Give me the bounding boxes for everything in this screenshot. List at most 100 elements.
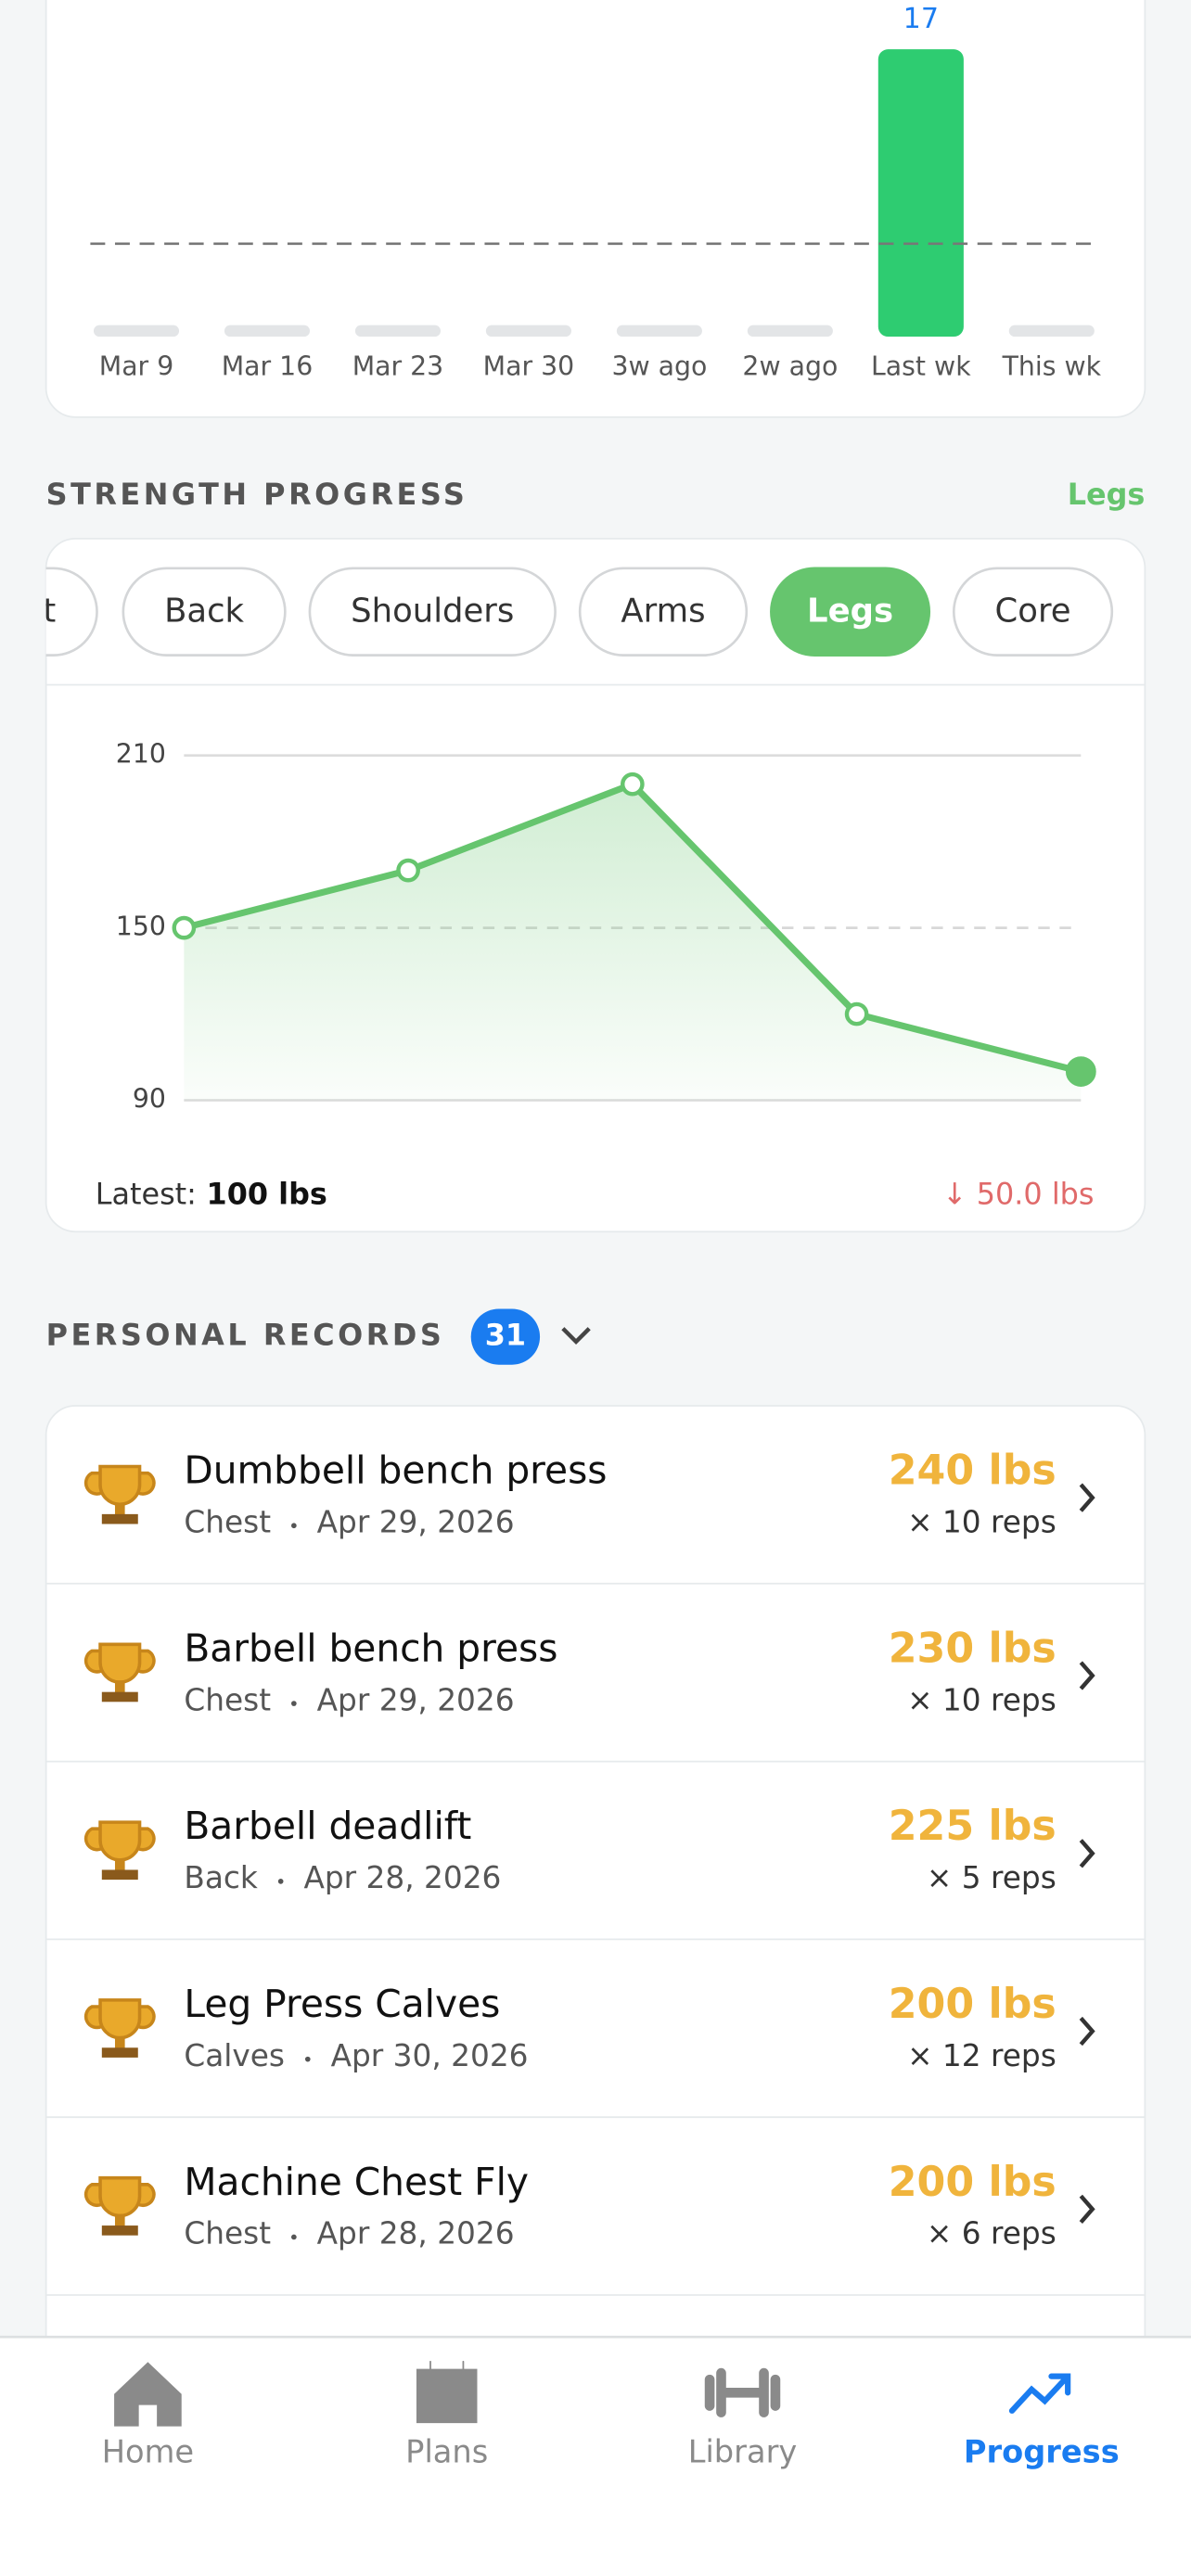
record-reps: × 6 reps: [927, 2216, 1057, 2251]
filter-chip-label[interactable]: Arms: [621, 593, 705, 631]
filter-chip-label[interactable]: Chest: [0, 593, 57, 631]
trophy-icon: [83, 1998, 156, 2058]
trophy-base: [114, 2213, 125, 2227]
bar: [747, 325, 833, 338]
x-tick-label: Mar 30: [483, 351, 575, 382]
record-reps: × 5 reps: [927, 1860, 1057, 1895]
record-date: Apr 28, 2026: [317, 2216, 515, 2251]
bar: [616, 325, 702, 338]
trophy-icon: [83, 2175, 156, 2236]
nav-icon[interactable]: [704, 2367, 781, 2417]
filter-chip[interactable]: [308, 567, 557, 657]
nav-label[interactable]: Library: [688, 2433, 798, 2469]
row-chevron[interactable]: [1079, 1839, 1095, 1868]
nav-icon[interactable]: [416, 2360, 478, 2424]
selected-filter: Legs: [1068, 477, 1146, 512]
record-date: Apr 29, 2026: [317, 1682, 515, 1717]
record-name: Barbell deadlift: [184, 1804, 471, 1848]
row-chevron[interactable]: [1079, 1483, 1095, 1512]
record-date: Apr 29, 2026: [317, 1504, 515, 1539]
x-tick-label: Mar 9: [99, 351, 173, 382]
filter-chip[interactable]: [578, 567, 749, 657]
line-point: [844, 1001, 869, 1027]
nav-icon[interactable]: [114, 2362, 182, 2427]
record-reps: × 12 reps: [907, 2038, 1057, 2073]
line-point: [396, 858, 420, 883]
record-reps: × 10 reps: [907, 1682, 1057, 1717]
record-weight: 240 lbs: [889, 1447, 1057, 1495]
x-tick-label: This wk: [1002, 351, 1102, 382]
bar: [224, 325, 311, 338]
separator-dot: [304, 2056, 311, 2062]
row-chevron[interactable]: [1079, 2194, 1095, 2224]
trophy-base: [101, 2047, 138, 2058]
trophy-base: [101, 2225, 138, 2236]
nav-icon[interactable]: [1008, 2373, 1071, 2414]
record-category: Chest: [184, 1504, 271, 1539]
nav-label[interactable]: Home: [102, 2433, 194, 2469]
filter-chip-label[interactable]: Core: [995, 593, 1071, 631]
record-name: Dumbbell bench press: [184, 1448, 607, 1493]
record-name: Barbell bench press: [184, 1626, 557, 1670]
x-tick-label: 2w ago: [742, 351, 838, 382]
filter-chip-label[interactable]: Shoulders: [351, 593, 514, 631]
trophy-base: [101, 1513, 138, 1524]
y-tick-label: 90: [133, 1084, 166, 1115]
bar: [877, 49, 964, 338]
bar-value-label: 17: [903, 3, 939, 35]
record-date: Apr 30, 2026: [331, 2038, 529, 2073]
bar: [93, 325, 180, 338]
record-weight: 230 lbs: [889, 1625, 1057, 1672]
bar: [1008, 325, 1095, 338]
nav-label[interactable]: Progress: [964, 2433, 1120, 2469]
trophy-base: [114, 1502, 125, 1516]
filter-chip[interactable]: [122, 567, 287, 657]
x-tick-label: 3w ago: [611, 351, 707, 382]
row-chevron[interactable]: [1079, 1661, 1095, 1690]
latest-label: Latest:: [96, 1176, 197, 1211]
filter-chip-label[interactable]: Back: [164, 593, 244, 631]
record-weight: 200 lbs: [889, 2159, 1057, 2206]
separator-dot: [291, 1523, 297, 1529]
y-tick-label: 210: [116, 739, 166, 770]
trophy-cup: [83, 1642, 156, 1684]
record-category: Back: [184, 1860, 258, 1895]
trophy-base: [114, 1858, 125, 1872]
line-point: [1065, 1056, 1096, 1087]
bar: [354, 325, 441, 338]
weekly-card: [45, 0, 1146, 418]
records-card: [45, 1405, 1146, 2425]
trophy-base: [101, 1869, 138, 1881]
x-tick-label: Mar 23: [352, 351, 444, 382]
trophy-icon: [83, 1820, 156, 1881]
filter-chip[interactable]: [952, 567, 1114, 657]
line-point: [621, 772, 645, 797]
record-name: Machine Chest Fly: [184, 2160, 529, 2204]
record-category: Chest: [184, 2216, 271, 2251]
trophy-base: [114, 2035, 125, 2050]
bottom-nav: [0, 2337, 1191, 2576]
record-weight: 225 lbs: [889, 1803, 1057, 1850]
expand-chevron[interactable]: [561, 1327, 591, 1345]
line-point: [172, 915, 197, 940]
nav-label[interactable]: Plans: [405, 2433, 488, 2469]
y-tick-label: 150: [116, 912, 166, 942]
change: ↓ 50.0 lbs: [942, 1176, 1095, 1211]
separator-dot: [291, 2234, 297, 2240]
separator-dot: [277, 1879, 284, 1884]
filter-chip[interactable]: [0, 567, 98, 657]
trophy-icon: [83, 1464, 156, 1524]
x-tick-label: Mar 16: [222, 351, 313, 382]
filter-chips: Chest Back Shoulders Arms Legs Core: [0, 567, 1114, 657]
count-badge-label: 31: [485, 1318, 526, 1353]
section-title: PERSONAL RECORDS: [46, 1318, 445, 1353]
section-title: STRENGTH PROGRESS: [46, 477, 468, 512]
separator-dot: [291, 1701, 297, 1706]
filter-chip[interactable]: [770, 567, 931, 657]
latest-value: 100 lbs: [207, 1176, 327, 1211]
trophy-base: [114, 1680, 125, 1694]
filter-chip-label[interactable]: Legs: [807, 593, 893, 631]
row-chevron[interactable]: [1079, 2016, 1095, 2047]
